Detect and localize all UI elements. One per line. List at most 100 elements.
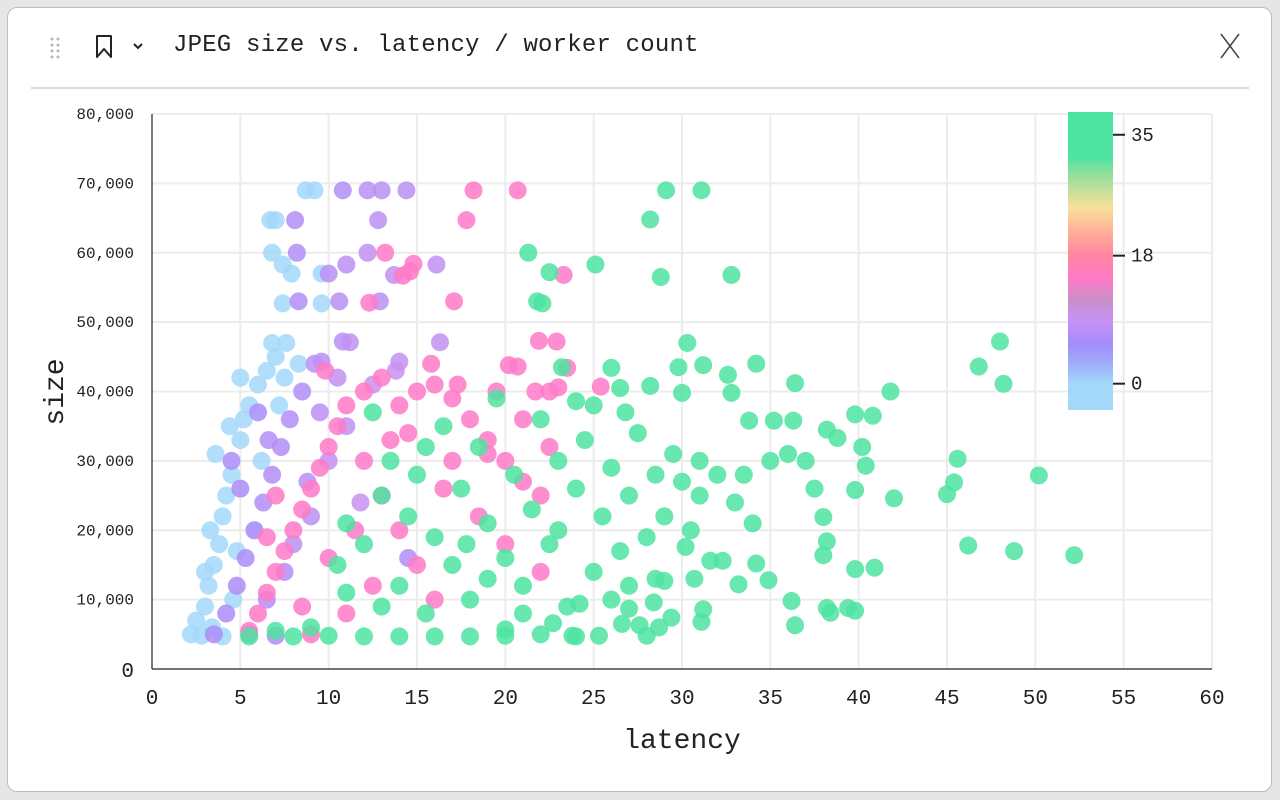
data-point — [340, 333, 359, 352]
data-point — [434, 417, 453, 436]
data-point — [575, 431, 594, 450]
colorbar — [1068, 112, 1113, 410]
data-point — [270, 396, 289, 415]
data-point — [747, 554, 766, 573]
data-point — [284, 627, 303, 646]
data-point — [443, 389, 462, 408]
data-point — [201, 521, 220, 540]
data-point — [461, 590, 479, 609]
data-point — [319, 626, 338, 645]
data-point — [685, 569, 704, 588]
y-tick-label: 80,000 — [76, 106, 134, 124]
data-point — [761, 451, 780, 470]
data-point — [496, 626, 515, 645]
data-point — [259, 431, 278, 450]
close-icon[interactable] — [1218, 32, 1242, 60]
data-point — [445, 292, 464, 311]
data-point — [784, 411, 803, 430]
data-point — [669, 358, 688, 377]
drag-handle-icon[interactable] — [50, 36, 60, 60]
data-point — [540, 263, 559, 282]
data-point — [1029, 466, 1048, 485]
data-point — [328, 417, 347, 436]
data-point — [363, 403, 382, 422]
data-point — [408, 465, 426, 484]
x-tick-label: 15 — [404, 688, 429, 711]
data-point — [275, 368, 294, 387]
data-point — [620, 486, 638, 505]
data-point — [544, 614, 563, 633]
data-point — [266, 347, 285, 366]
data-point — [266, 486, 285, 505]
data-point — [690, 486, 709, 505]
data-point — [994, 374, 1013, 393]
data-point — [399, 507, 418, 526]
data-point — [381, 451, 400, 470]
data-point — [222, 451, 241, 470]
data-point — [213, 507, 232, 526]
data-point — [280, 410, 299, 429]
x-axis-label: latency — [623, 726, 741, 757]
data-point — [316, 361, 335, 380]
data-point — [277, 333, 296, 352]
data-point — [286, 211, 305, 230]
data-point — [821, 603, 840, 622]
data-point — [620, 576, 638, 595]
data-point — [549, 451, 568, 470]
data-point — [1005, 542, 1024, 561]
y-tick-label: 0 — [121, 661, 134, 684]
data-point — [376, 243, 395, 262]
data-point — [399, 424, 418, 443]
data-point — [206, 444, 225, 463]
data-point — [333, 181, 352, 200]
data-point — [540, 535, 559, 554]
data-point — [496, 549, 515, 567]
y-tick-label: 30,000 — [76, 453, 134, 471]
data-point — [547, 332, 566, 351]
data-point — [408, 382, 426, 401]
data-point — [828, 428, 847, 447]
axes: 0 5 10 15 20 25 30 35 40 45 50 55 60 0 10,000 20,000 30,… — [76, 106, 1224, 711]
data-point — [302, 479, 320, 498]
data-point — [252, 451, 271, 470]
data-point — [805, 479, 824, 498]
data-point — [231, 479, 250, 498]
x-tick-label: 10 — [316, 688, 341, 711]
bookmark-icon[interactable] — [94, 34, 114, 60]
data-point — [310, 458, 329, 477]
data-point — [881, 382, 900, 401]
data-point — [531, 625, 550, 644]
data-point — [293, 382, 312, 401]
data-point — [519, 243, 538, 262]
data-point — [289, 354, 308, 373]
data-point — [651, 268, 670, 287]
data-point — [549, 378, 568, 397]
x-tick-label: 55 — [1111, 688, 1136, 711]
data-point — [863, 406, 882, 425]
data-point — [369, 211, 388, 230]
data-point — [381, 431, 400, 450]
data-point — [692, 612, 711, 631]
data-point — [457, 211, 476, 230]
y-tick-label: 20,000 — [76, 522, 134, 540]
data-point — [337, 255, 356, 274]
data-point — [722, 383, 741, 402]
data-point — [611, 542, 630, 561]
data-point — [425, 627, 444, 646]
data-point — [554, 265, 573, 284]
data-point — [514, 604, 532, 623]
data-point — [584, 396, 603, 415]
data-point — [531, 410, 550, 429]
data-point — [263, 243, 282, 262]
data-point — [782, 592, 801, 611]
data-point — [443, 451, 462, 470]
data-point — [655, 571, 674, 590]
chevron-down-icon[interactable] — [131, 40, 145, 52]
data-point — [266, 211, 285, 230]
data-point — [529, 331, 548, 350]
data-point — [814, 546, 833, 565]
data-point — [567, 392, 585, 411]
data-point — [531, 486, 550, 505]
data-point — [846, 481, 865, 500]
data-point — [263, 333, 282, 352]
